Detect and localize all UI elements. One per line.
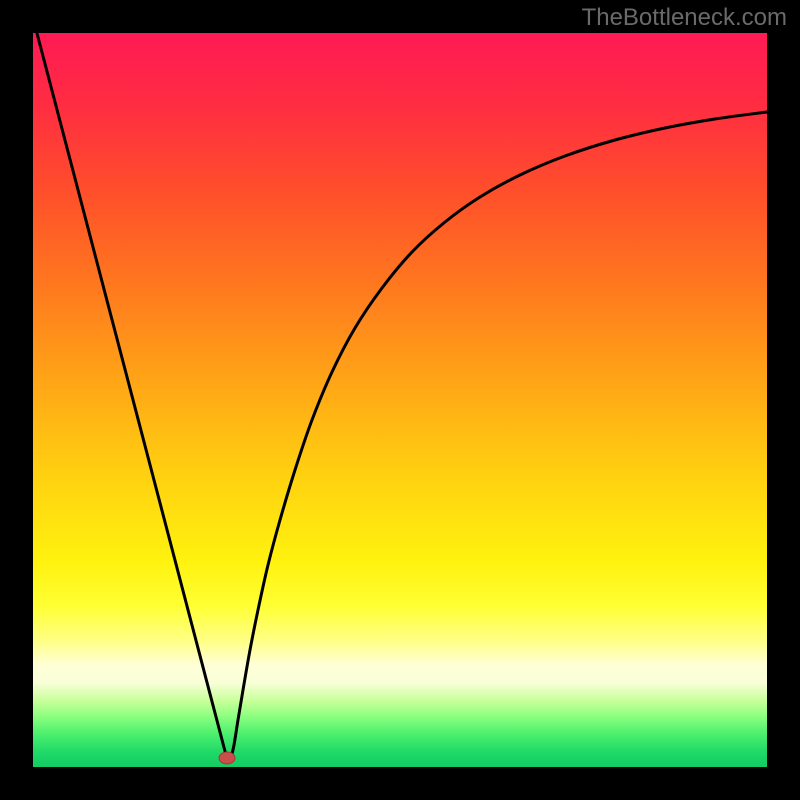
curve-overlay: [0, 0, 800, 800]
curve-left-branch: [33, 18, 226, 755]
curve-right-branch: [231, 112, 767, 758]
min-marker: [219, 752, 235, 764]
chart-canvas: TheBottleneck.com: [0, 0, 800, 800]
watermark-text: TheBottleneck.com: [582, 4, 787, 32]
